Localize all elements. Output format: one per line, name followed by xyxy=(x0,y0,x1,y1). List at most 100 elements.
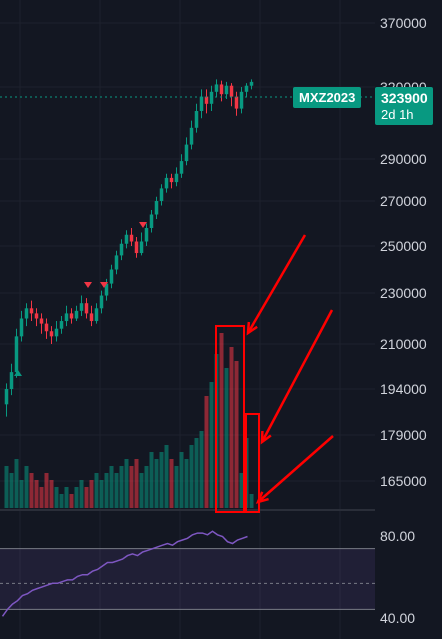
candle-body xyxy=(159,188,164,201)
volume-bar xyxy=(19,480,24,508)
volume-bar xyxy=(159,452,164,508)
candle-body xyxy=(64,313,69,322)
candle-body xyxy=(94,308,99,322)
signal-markers xyxy=(14,222,147,376)
rsi-band xyxy=(0,548,375,610)
candle-body xyxy=(244,85,249,92)
candle-body xyxy=(74,310,79,319)
volume-bar xyxy=(169,459,174,508)
arrow-head xyxy=(255,491,269,504)
symbol-label: MXZ2023 xyxy=(293,87,362,108)
candle-body xyxy=(229,85,234,97)
volume-bar xyxy=(29,473,34,508)
candle-body xyxy=(194,111,199,128)
volume-bar xyxy=(39,487,44,508)
candle-body xyxy=(134,241,139,254)
volume-bar xyxy=(224,368,229,508)
candle-body xyxy=(234,96,239,109)
candle-body xyxy=(139,241,144,254)
volume-bar xyxy=(14,459,19,508)
volume-bar xyxy=(114,473,119,508)
price-axis-tick: 210000 xyxy=(380,336,427,352)
rsi-line xyxy=(1,530,248,617)
candle-body xyxy=(19,318,24,337)
volume-bar xyxy=(184,459,189,508)
rsi-axis-tick: 80.00 xyxy=(380,528,416,544)
last-price-badge: 323900 2d 1h xyxy=(375,87,433,125)
highlight-box xyxy=(215,325,245,513)
price-axis-tick: 290000 xyxy=(380,151,427,167)
volume-bar xyxy=(4,466,9,508)
volume-bar xyxy=(144,466,149,508)
volume-bar xyxy=(179,452,184,508)
price-axis-tick: 179000 xyxy=(380,427,427,443)
bar-countdown: 2d 1h xyxy=(381,107,414,122)
volume-bar xyxy=(44,473,49,508)
buy-signal-marker xyxy=(14,370,22,376)
volume-bar xyxy=(199,431,204,508)
rsi-pane xyxy=(0,530,375,617)
volume-bar xyxy=(204,396,209,508)
candle-body xyxy=(4,389,9,405)
volume-bar xyxy=(89,480,94,508)
price-axis-tick: 230000 xyxy=(380,285,427,301)
candle-body xyxy=(184,144,189,162)
candle-body xyxy=(189,127,194,145)
volume-bar xyxy=(149,452,154,508)
chart-grid xyxy=(0,0,375,639)
rsi-axis-tick: 40.00 xyxy=(380,610,416,626)
last-price-value: 323900 xyxy=(381,90,428,106)
price-axis-tick: 194000 xyxy=(380,381,427,397)
candle-body xyxy=(249,81,254,86)
volume-bar xyxy=(99,480,104,508)
candle-body xyxy=(34,313,39,319)
candle-body xyxy=(39,318,44,324)
volume-bar xyxy=(229,347,234,508)
candle-body xyxy=(24,308,29,319)
volume-bar xyxy=(134,459,139,508)
volume-bar xyxy=(209,382,214,508)
candle-body xyxy=(9,372,14,389)
annotation-arrow xyxy=(260,309,334,443)
volume-bar xyxy=(9,473,14,508)
arrow-head xyxy=(246,321,258,336)
volume-bar xyxy=(119,466,124,508)
candle-body xyxy=(204,96,209,104)
volume-histogram xyxy=(4,333,254,508)
volume-bar xyxy=(154,459,159,508)
volume-bar xyxy=(64,487,69,508)
volume-bar xyxy=(84,487,89,508)
volume-bar xyxy=(54,487,59,508)
volume-bar xyxy=(59,494,64,508)
price-axis-tick: 370000 xyxy=(380,15,427,31)
annotation-arrow xyxy=(246,234,307,334)
volume-bar xyxy=(139,473,144,508)
volume-bar xyxy=(174,466,179,508)
candlestick-series xyxy=(4,79,254,417)
candle-body xyxy=(164,177,169,189)
candle-body xyxy=(199,96,204,111)
candle-body xyxy=(149,214,154,228)
annotation-arrow xyxy=(257,435,334,503)
candle-body xyxy=(89,313,94,322)
candle-body xyxy=(144,228,149,242)
candle-body xyxy=(59,321,64,329)
volume-bar xyxy=(219,333,224,508)
candle-body xyxy=(214,84,219,92)
candle-body xyxy=(49,331,54,337)
price-axis-tick: 270000 xyxy=(380,193,427,209)
candle-body xyxy=(239,91,244,109)
candle-body xyxy=(99,295,104,309)
sell-signal-marker xyxy=(84,282,92,288)
candle-body xyxy=(29,308,34,314)
candle-body xyxy=(154,201,159,215)
arrow-head xyxy=(260,430,272,445)
volume-bar xyxy=(164,445,169,508)
volume-bar xyxy=(79,480,84,508)
highlight-box xyxy=(245,413,260,513)
volume-bar xyxy=(124,459,129,508)
volume-bar xyxy=(189,445,194,508)
candle-body xyxy=(69,313,74,319)
volume-bar xyxy=(24,466,29,508)
